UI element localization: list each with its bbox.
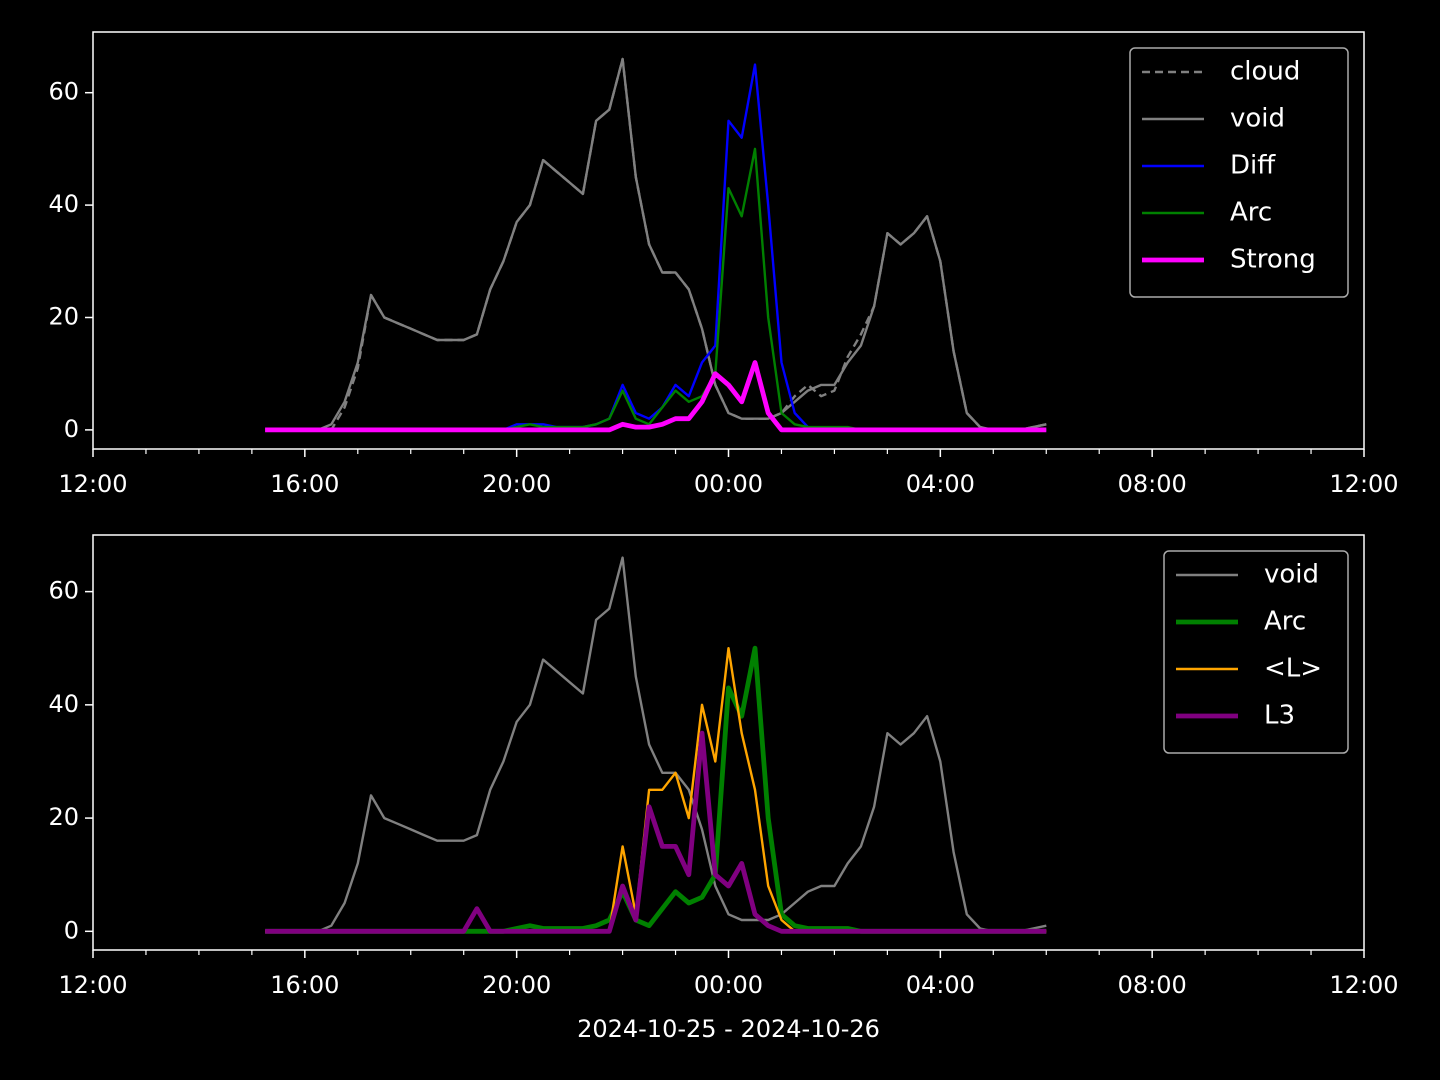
x-tick-label: 04:00 bbox=[906, 971, 975, 999]
legend-label: <L> bbox=[1264, 654, 1322, 684]
series-line bbox=[265, 730, 1047, 934]
y-tick-label: 0 bbox=[64, 415, 79, 443]
x-tick-label: 00:00 bbox=[694, 470, 763, 498]
x-tick-label: 20:00 bbox=[482, 971, 551, 999]
y-tick-label: 20 bbox=[48, 803, 79, 831]
series-line bbox=[265, 57, 1047, 432]
x-tick-label: 04:00 bbox=[906, 470, 975, 498]
legend-label: Arc bbox=[1230, 198, 1272, 228]
x-tick-label: 08:00 bbox=[1118, 971, 1187, 999]
legend-label: void bbox=[1264, 560, 1319, 590]
x-tick-label: 16:00 bbox=[270, 470, 339, 498]
legend-label: L3 bbox=[1264, 701, 1295, 731]
y-tick-label: 40 bbox=[48, 690, 79, 718]
series-line bbox=[265, 360, 1047, 433]
y-tick-label: 60 bbox=[48, 577, 79, 605]
legend-label: void bbox=[1230, 104, 1285, 134]
legend: void Arc <L> L3 bbox=[1163, 550, 1349, 754]
legend: cloud void Diff Arc Strong bbox=[1129, 47, 1349, 298]
x-tick-label: 12:00 bbox=[1329, 470, 1398, 498]
x-axis-label: 2024-10-25 - 2024-10-26 bbox=[577, 1015, 880, 1043]
legend-box bbox=[1163, 550, 1349, 754]
x-tick-label: 20:00 bbox=[482, 470, 551, 498]
y-tick-label: 40 bbox=[48, 190, 79, 218]
series-line bbox=[265, 556, 1047, 933]
legend-box bbox=[1129, 47, 1349, 298]
legend-label: Diff bbox=[1230, 151, 1276, 181]
legend-label: cloud bbox=[1230, 57, 1300, 87]
y-tick-label: 60 bbox=[48, 78, 79, 106]
x-tick-label: 00:00 bbox=[694, 971, 763, 999]
x-tick-label: 12:00 bbox=[58, 971, 127, 999]
x-tick-label: 16:00 bbox=[270, 971, 339, 999]
y-tick-label: 20 bbox=[48, 302, 79, 330]
x-tick-label: 12:00 bbox=[58, 470, 127, 498]
legend-label: Arc bbox=[1264, 607, 1306, 637]
y-tick-label: 0 bbox=[64, 916, 79, 944]
x-tick-label: 12:00 bbox=[1329, 971, 1398, 999]
x-tick-label: 08:00 bbox=[1118, 470, 1187, 498]
legend-label: Strong bbox=[1230, 245, 1316, 275]
